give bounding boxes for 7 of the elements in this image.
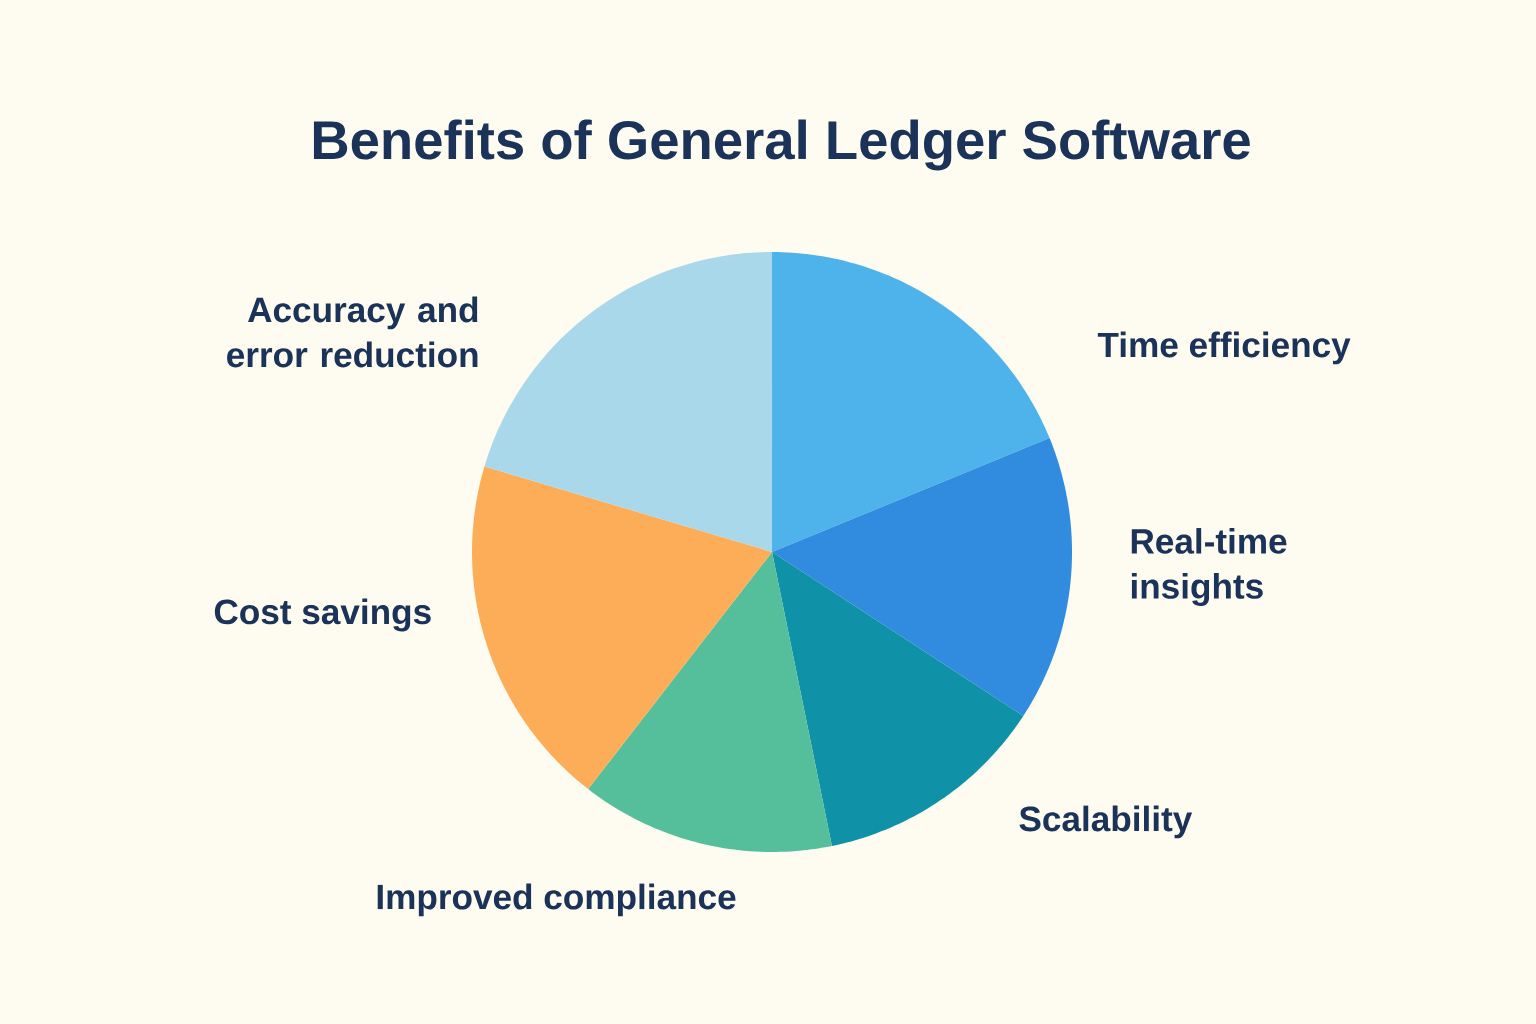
slice-label: Scalability [1019,805,1193,839]
slice-label: Accuracy and error reduction [227,296,478,368]
chart-title: Benefits of General Ledger Software [313,119,1250,171]
slice-label: Real-time insights [1131,528,1287,606]
slice-label: Time efficiency [1097,331,1351,365]
slice-label: Cost savings [214,598,431,632]
slice-label: Improved compliance [377,883,736,917]
